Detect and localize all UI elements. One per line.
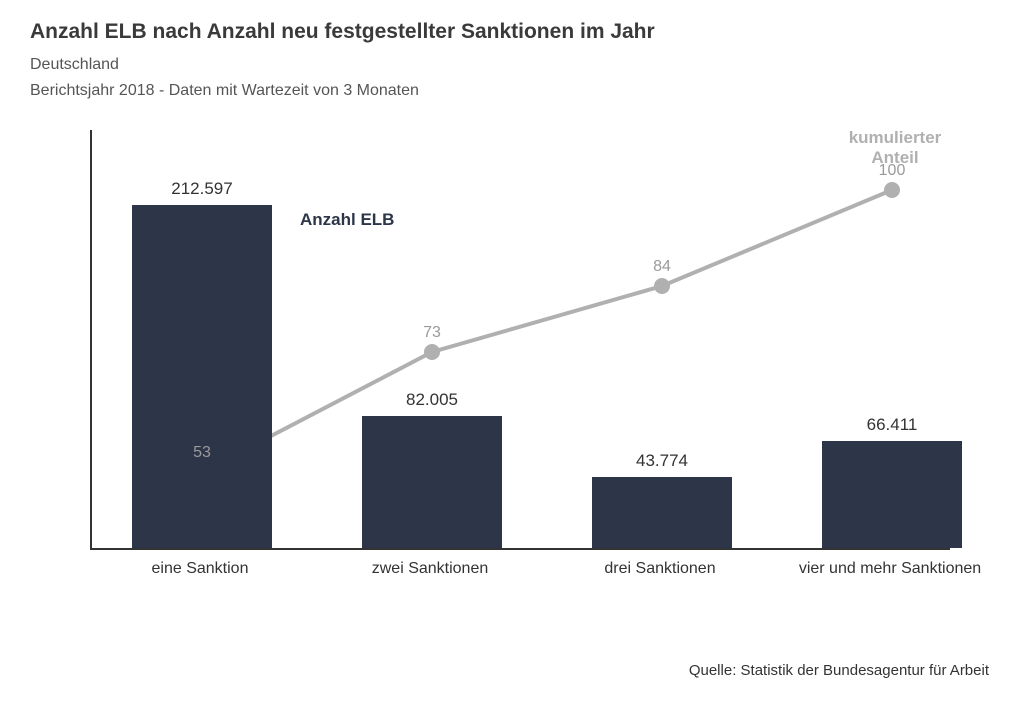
bar: 43.774 <box>592 477 732 548</box>
x-axis-label: drei Sanktionen <box>565 560 755 578</box>
x-axis-label: eine Sanktion <box>105 560 295 578</box>
line-series-label: kumulierter Anteil <box>830 128 960 168</box>
line-value-label: 53 <box>182 444 222 462</box>
bar: 82.005 <box>362 416 502 548</box>
line-marker <box>884 182 900 198</box>
chart-subtitle-2: Berichtsjahr 2018 - Daten mit Wartezeit … <box>30 82 994 100</box>
cumulative-line <box>202 190 892 472</box>
bar-series-label: Anzahl ELB <box>300 210 394 230</box>
chart-title: Anzahl ELB nach Anzahl neu festgestellte… <box>30 20 994 44</box>
bar-value-label: 82.005 <box>362 390 502 410</box>
bar-value-label: 43.774 <box>592 451 732 471</box>
line-value-label: 73 <box>412 324 452 342</box>
chart-subtitle-1: Deutschland <box>30 56 994 74</box>
line-value-label: 84 <box>642 258 682 276</box>
line-marker <box>424 344 440 360</box>
x-axis-label: vier und mehr Sanktionen <box>795 560 985 578</box>
chart-container: 212.59782.00543.77466.411537384100 Anzah… <box>50 130 970 610</box>
bar: 212.597 <box>132 205 272 548</box>
source-attribution: Quelle: Statistik der Bundesagentur für … <box>689 662 989 679</box>
plot-area: 212.59782.00543.77466.411537384100 <box>90 130 950 550</box>
bar: 66.411 <box>822 441 962 548</box>
line-marker <box>654 278 670 294</box>
bar-value-label: 66.411 <box>822 415 962 435</box>
bar-value-label: 212.597 <box>132 179 272 199</box>
x-axis-label: zwei Sanktionen <box>335 560 525 578</box>
